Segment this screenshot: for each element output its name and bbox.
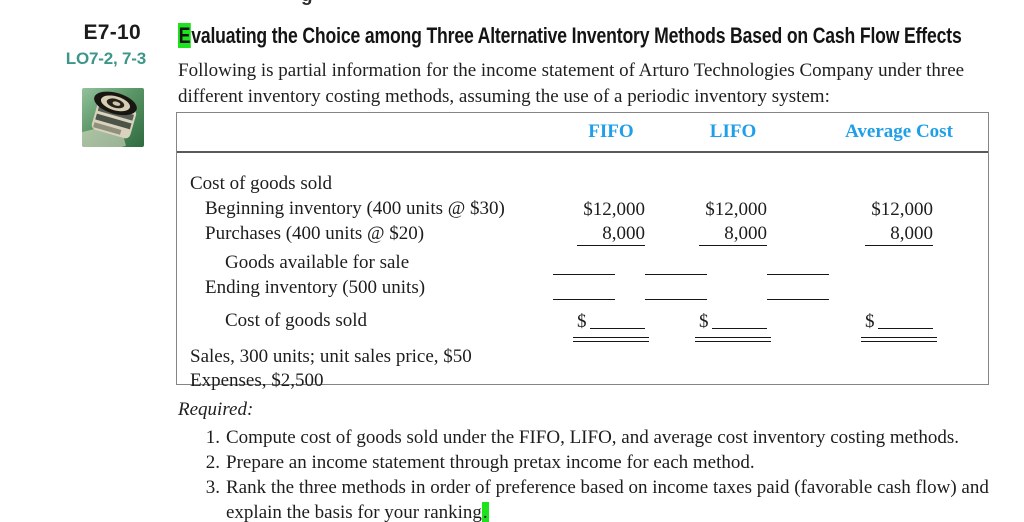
column-header-fifo: FIFO [588,121,634,142]
blank-amount-line [645,278,707,300]
required-item-3: 3. Rank the three methods in order of pre… [178,475,1024,522]
item-number: 2. [205,452,220,473]
total-cell: $ [695,310,771,342]
total-cell: $ [861,310,937,342]
blank-amount-line [553,278,615,300]
blank-amount-line [645,253,707,275]
required-item-2: 2. Prepare an income statement through pr… [178,450,1024,475]
blank-amount-line [767,278,829,300]
dollar-sign: $ [699,311,709,332]
inventory-methods-table: FIFO LIFO Average Cost Cost of goods sol… [176,112,989,391]
cell-value: 8,000 [699,222,767,246]
row-label: Ending inventory (500 units) [205,277,426,298]
column-header-lifo: LIFO [709,121,757,142]
blank-amount-line [553,253,615,275]
dollar-sign: $ [577,311,587,332]
table-row: Cost of goods sold $ $ $ [177,308,988,342]
money-roll-photo-icon [82,88,144,147]
table-row: Beginning inventory (400 units @ $30) $1… [177,196,988,221]
table-notes: Sales, 300 units; unit sales price, $50 … [177,345,988,393]
required-section: Required: 1. Compute cost of goods sold u… [178,397,1024,522]
required-heading: Required: [178,399,254,420]
table-row: Ending inventory (500 units) [177,275,988,300]
row-label: Cost of goods sold [225,310,367,331]
item-text: Prepare an income statement through pret… [226,452,755,473]
item-number: 3. [205,477,220,498]
row-label: Purchases (400 units @ $20) [205,223,425,244]
cell-value: $12,000 [871,199,933,220]
row-label: Beginning inventory (400 units @ $30) [205,198,505,219]
dollar-sign: $ [865,311,875,332]
total-cell: $ [573,310,649,342]
table-row: Purchases (400 units @ $20) 8,000 8,000 … [177,221,988,246]
intro-paragraph: Following is partial information for the… [178,60,965,107]
item-text: Compute cost of goods sold under the FIF… [226,427,959,448]
cell-value: $12,000 [583,199,645,220]
cell-value: 8,000 [577,222,645,246]
row-label: Cost of goods sold [190,173,332,194]
table-row: Goods available for sale [177,250,988,275]
table-row: Cost of goods sold [177,171,988,196]
item-text: Rank the three methods in order of prefe… [226,477,989,522]
item-number: 1. [205,427,220,448]
required-item-1: 1. Compute cost of goods sold under the F… [178,425,1024,450]
cell-value: $12,000 [705,199,767,220]
cell-value: 8,000 [865,222,933,246]
learning-objectives: LO7-2, 7-3 [65,49,146,68]
column-header-average-cost: Average Cost [845,121,953,142]
note-expenses: Expenses, $2,500 [190,370,324,391]
title-highlight: E [178,23,192,48]
exercise-title: Evaluating the Choice among Three Altern… [178,23,962,49]
cropped-text-fragment: g [301,0,327,11]
blank-amount-line [767,253,829,275]
table-header-row: FIFO LIFO Average Cost [177,113,988,153]
exercise-id: E7-10 [83,21,141,44]
note-sales: Sales, 300 units; unit sales price, $50 [190,346,472,367]
title-text: valuating the Choice among Three Alterna… [191,23,962,48]
cursor-highlight: . [481,502,489,522]
row-label: Goods available for sale [225,252,410,273]
